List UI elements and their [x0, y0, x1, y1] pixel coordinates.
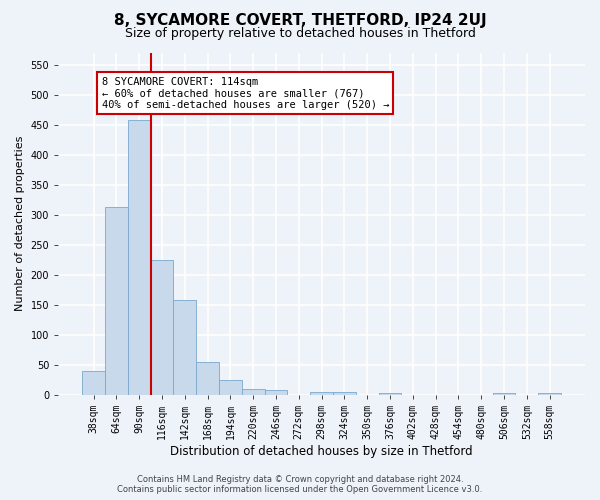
Text: 8 SYCAMORE COVERT: 114sqm
← 60% of detached houses are smaller (767)
40% of semi: 8 SYCAMORE COVERT: 114sqm ← 60% of detac…: [101, 76, 389, 110]
Bar: [219, 380, 242, 394]
Bar: [310, 392, 333, 394]
Bar: [379, 393, 401, 394]
Bar: [82, 370, 105, 394]
Text: Size of property relative to detached houses in Thetford: Size of property relative to detached ho…: [125, 28, 475, 40]
X-axis label: Distribution of detached houses by size in Thetford: Distribution of detached houses by size …: [170, 444, 473, 458]
Text: Contains HM Land Registry data © Crown copyright and database right 2024.
Contai: Contains HM Land Registry data © Crown c…: [118, 474, 482, 494]
Bar: [151, 260, 173, 394]
Y-axis label: Number of detached properties: Number of detached properties: [15, 136, 25, 312]
Bar: [265, 390, 287, 394]
Bar: [105, 208, 128, 394]
Bar: [333, 392, 356, 394]
Bar: [128, 120, 151, 394]
Bar: [173, 300, 196, 394]
Bar: [538, 393, 561, 394]
Text: 8, SYCAMORE COVERT, THETFORD, IP24 2UJ: 8, SYCAMORE COVERT, THETFORD, IP24 2UJ: [113, 12, 487, 28]
Bar: [196, 362, 219, 394]
Bar: [493, 393, 515, 394]
Bar: [242, 388, 265, 394]
